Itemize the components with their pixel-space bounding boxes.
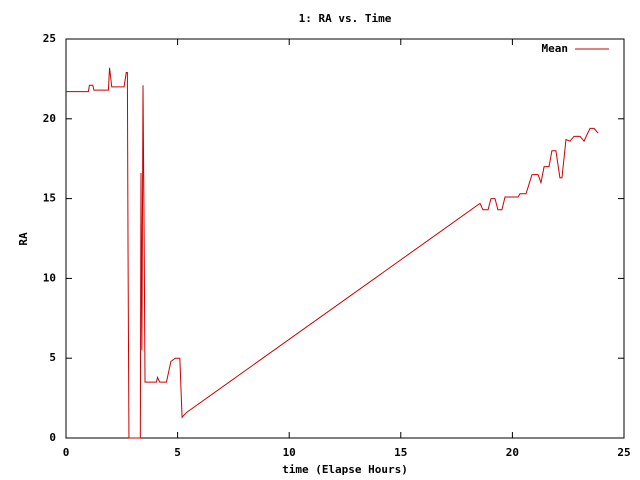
x-tick-label: 10: [283, 446, 296, 459]
x-tick-label: 5: [174, 446, 181, 459]
x-tick-label: 15: [394, 446, 407, 459]
data-line: [66, 67, 599, 439]
x-tick-label: 25: [617, 446, 630, 459]
legend-label: Mean: [542, 42, 569, 55]
y-tick-label: 0: [49, 431, 56, 444]
y-tick-label: 10: [43, 271, 56, 284]
y-tick-label: 20: [43, 112, 56, 125]
y-tick-label: 15: [43, 192, 56, 205]
chart-title: 1: RA vs. Time: [299, 12, 392, 25]
x-tick-label: 0: [63, 446, 70, 459]
plot-frame: [65, 38, 625, 439]
y-axis-label: RA: [17, 232, 30, 246]
x-tick-label: 20: [506, 446, 519, 459]
x-axis-label: time (Elapse Hours): [282, 463, 408, 476]
y-tick-label: 5: [49, 351, 56, 364]
y-tick-label: 25: [43, 32, 56, 45]
